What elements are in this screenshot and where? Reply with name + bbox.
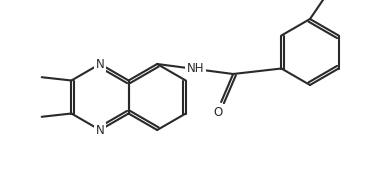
Text: N: N bbox=[96, 123, 104, 137]
Text: O: O bbox=[214, 106, 223, 118]
Text: NH: NH bbox=[186, 63, 204, 75]
Text: N: N bbox=[96, 57, 104, 71]
